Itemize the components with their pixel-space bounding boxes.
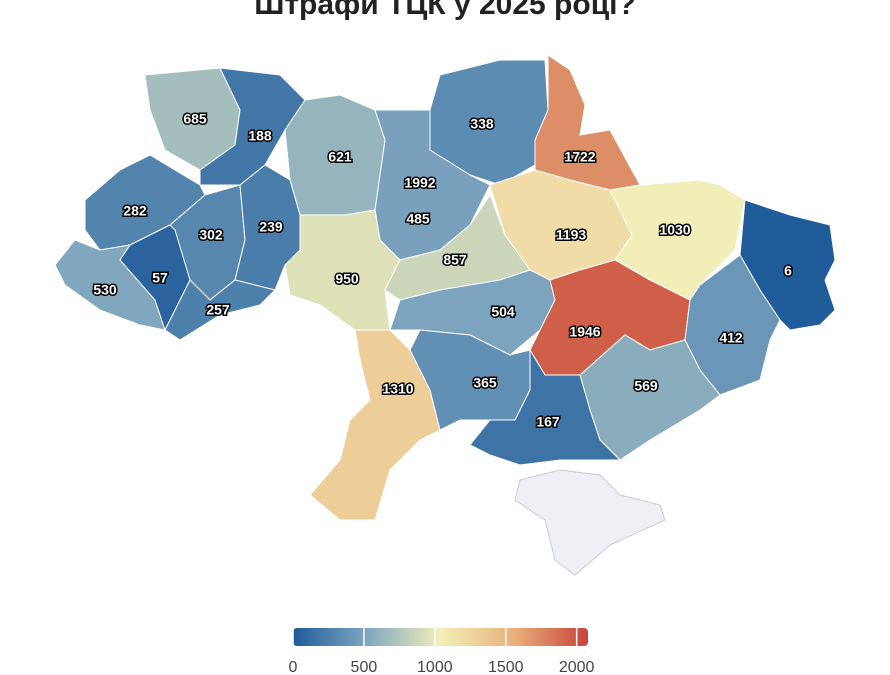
region-value-label: 167	[536, 414, 560, 430]
region	[469, 348, 622, 466]
region	[164, 279, 276, 341]
region-value-label: 1722	[564, 149, 595, 165]
region-value-label: 1310	[382, 381, 413, 397]
region-value-label: 857	[443, 252, 467, 268]
region-value-label: 950	[335, 271, 359, 287]
region-value-label: 302	[199, 227, 223, 243]
region-value-label: 1946	[569, 324, 600, 340]
region-value-label: 338	[470, 116, 494, 132]
colorbar-tick-label: 1500	[488, 659, 524, 675]
region-value-label: 1193	[556, 227, 587, 243]
region-value-label: 257	[206, 302, 230, 318]
map-title: Штрафи ТЦК у 2025 році?	[254, 0, 636, 21]
colorbar-tick-label: 1000	[417, 659, 453, 675]
region-value-label: 188	[248, 128, 272, 144]
colorbar	[293, 628, 588, 646]
region-value-label: 365	[473, 375, 497, 391]
region-value-label: 6	[784, 263, 792, 279]
region	[609, 179, 746, 301]
colorbar-tick-label: 2000	[559, 659, 595, 675]
region-value-label: 569	[634, 378, 658, 394]
region-value-label: 530	[93, 282, 117, 298]
region	[534, 54, 641, 191]
region-value-label: 685	[183, 111, 207, 127]
region-no-data	[514, 469, 666, 576]
region-value-label: 621	[328, 149, 352, 165]
region-value-label: 1992	[404, 175, 435, 191]
region-value-label: 1030	[659, 222, 690, 238]
region-value-label: 57	[152, 270, 168, 286]
region-value-label: 412	[719, 330, 743, 346]
region-value-label: 504	[491, 304, 515, 320]
region-value-label: 485	[406, 211, 430, 227]
region-value-label: 239	[259, 219, 283, 235]
colorbar-tick-label: 0	[289, 659, 298, 675]
colorbar-tick-label: 500	[351, 659, 378, 675]
region-value-label: 282	[123, 203, 147, 219]
